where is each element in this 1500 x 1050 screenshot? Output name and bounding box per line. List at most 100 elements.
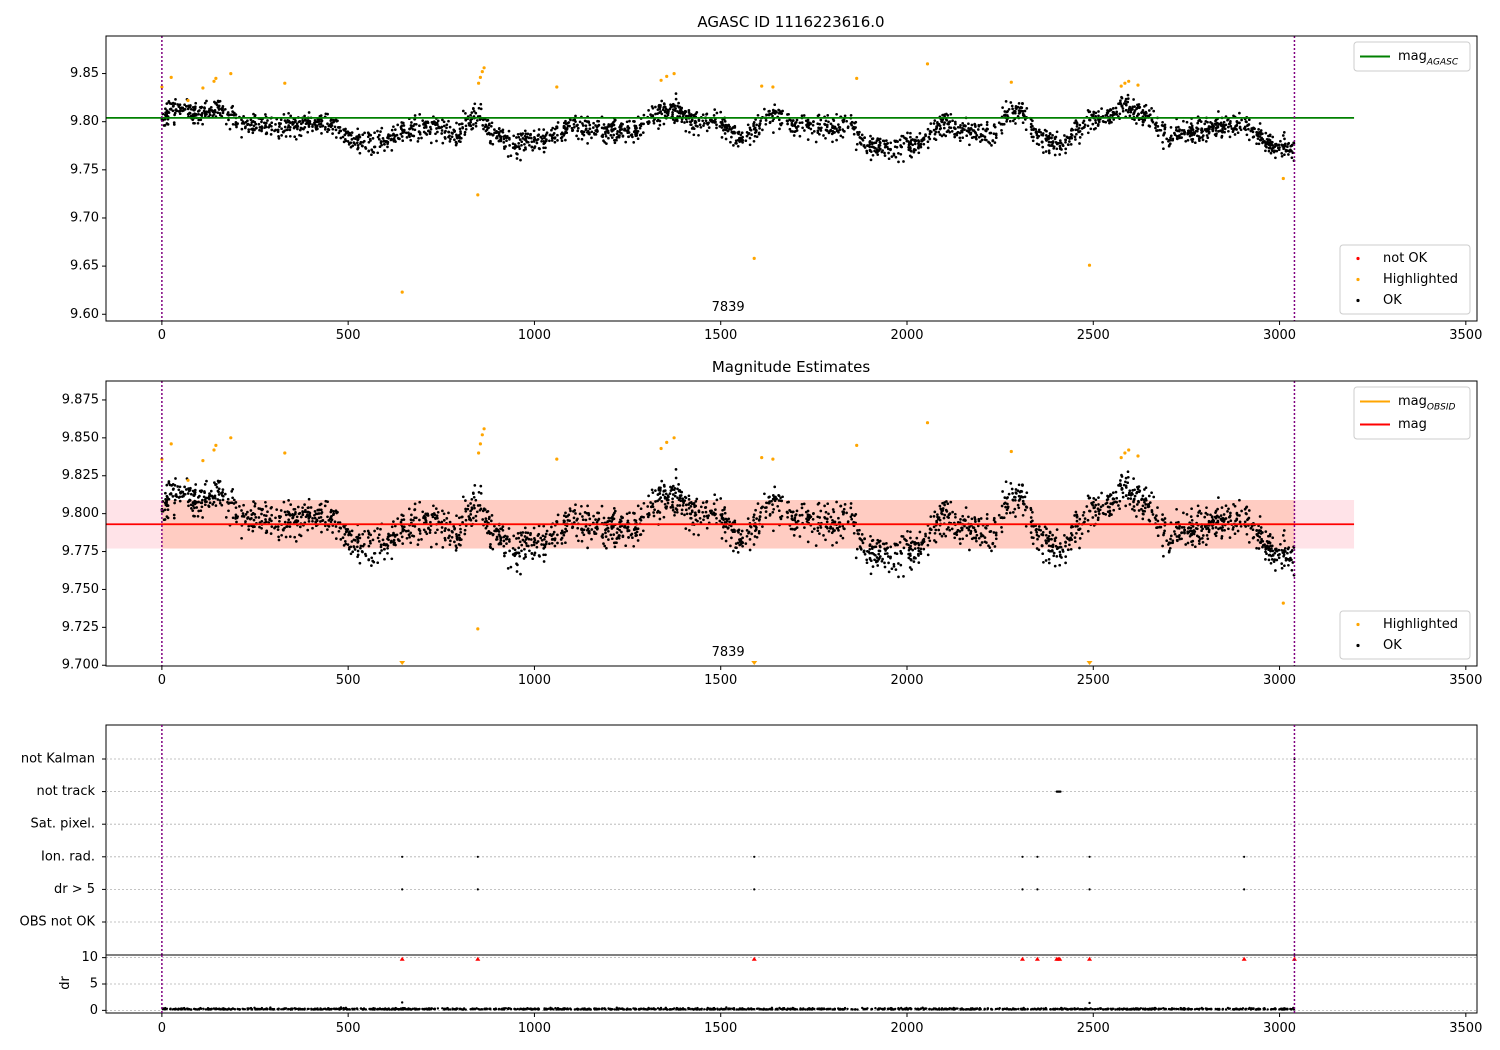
- ok-point: [1040, 140, 1044, 144]
- ok-point: [463, 130, 467, 134]
- ok-point: [366, 131, 370, 135]
- ok-point: [1217, 527, 1220, 531]
- ok-point: [902, 142, 906, 145]
- ok-point: [517, 536, 521, 540]
- ok-point: [715, 126, 718, 130]
- ok-point: [401, 514, 405, 518]
- ok-point: [1121, 491, 1125, 495]
- ok-point: [293, 120, 297, 124]
- ok-point: [454, 544, 458, 548]
- ok-point: [1073, 514, 1076, 517]
- ok-point: [1163, 529, 1166, 533]
- ok-point: [623, 127, 626, 131]
- ok-point: [883, 561, 886, 565]
- ok-point: [1175, 538, 1179, 542]
- ok-point: [343, 533, 347, 536]
- ok-point: [499, 536, 503, 540]
- ok-point: [1222, 120, 1226, 124]
- ok-point: [1013, 109, 1016, 113]
- ok-point: [922, 142, 926, 146]
- ok-point: [260, 120, 263, 124]
- ok-point: [1148, 125, 1152, 128]
- ok-point: [1074, 138, 1077, 141]
- panel-1-title: AGASC ID 1116223616.0: [697, 13, 884, 31]
- ok-point: [539, 135, 543, 139]
- ok-point: [220, 494, 224, 497]
- ok-point: [455, 514, 458, 518]
- ok-point: [868, 140, 872, 144]
- ok-point: [1183, 132, 1186, 136]
- ok-point: [1258, 122, 1262, 125]
- ok-point: [1128, 489, 1132, 493]
- ok-point: [944, 534, 948, 538]
- ok-point: [472, 123, 475, 126]
- ok-point: [1031, 139, 1035, 143]
- ok-point: [926, 127, 930, 131]
- ok-point: [1223, 124, 1226, 127]
- ok-point: [1096, 507, 1100, 511]
- ok-point: [562, 533, 566, 537]
- ok-point: [201, 122, 204, 126]
- ok-point: [173, 102, 177, 106]
- ok-point: [964, 519, 967, 522]
- ok-point: [938, 504, 942, 508]
- ok-point: [275, 508, 279, 511]
- ok-point: [461, 109, 465, 113]
- ok-point: [612, 133, 616, 137]
- ok-point: [1247, 138, 1251, 142]
- ok-point: [1214, 509, 1218, 513]
- ok-point: [383, 557, 386, 561]
- ok-point: [231, 122, 235, 126]
- ok-point: [826, 502, 830, 506]
- ok-point: [1143, 500, 1146, 504]
- ok-point: [611, 122, 614, 125]
- ok-point: [431, 122, 435, 126]
- ok-point: [550, 134, 553, 138]
- ok-point: [868, 547, 872, 551]
- ok-point: [218, 501, 222, 505]
- ok-point: [1167, 139, 1170, 143]
- ok-point: [240, 536, 243, 540]
- ok-point: [948, 528, 952, 532]
- ok-point: [1000, 504, 1004, 508]
- ok-point: [387, 136, 390, 140]
- ok-point: [1232, 525, 1235, 529]
- ok-point: [1120, 488, 1124, 491]
- ok-point: [569, 509, 572, 513]
- ok-point: [1143, 506, 1147, 510]
- ok-point: [671, 497, 674, 501]
- ok-point: [203, 114, 207, 118]
- ok-point: [705, 129, 709, 133]
- ok-point: [189, 503, 193, 507]
- ok-point: [677, 483, 680, 486]
- ok-point: [319, 114, 323, 117]
- ok-point: [484, 517, 488, 520]
- ok-point: [552, 530, 556, 534]
- ok-point: [369, 541, 372, 545]
- ok-point: [370, 556, 374, 560]
- ok-point: [974, 125, 977, 129]
- ok-point: [278, 122, 282, 126]
- ok-point: [984, 526, 987, 529]
- ok-point: [235, 125, 238, 129]
- ok-point: [246, 510, 249, 514]
- ok-point: [673, 121, 676, 125]
- ok-point: [472, 492, 475, 495]
- legend-marker: [1356, 256, 1360, 261]
- ok-point: [640, 122, 644, 126]
- ok-point: [654, 105, 657, 109]
- ok-point: [1223, 127, 1227, 131]
- ok-point: [247, 528, 251, 531]
- ok-point: [434, 531, 437, 535]
- ok-point: [555, 126, 559, 130]
- ok-point: [961, 514, 965, 518]
- ok-point: [1283, 153, 1286, 157]
- ok-point: [756, 502, 760, 505]
- ok-point: [825, 123, 829, 127]
- ok-point: [1137, 118, 1141, 122]
- ok-point: [350, 540, 354, 543]
- ok-point: [667, 109, 670, 113]
- ok-point: [293, 520, 297, 524]
- ok-point: [1092, 110, 1096, 114]
- ok-point: [277, 137, 281, 140]
